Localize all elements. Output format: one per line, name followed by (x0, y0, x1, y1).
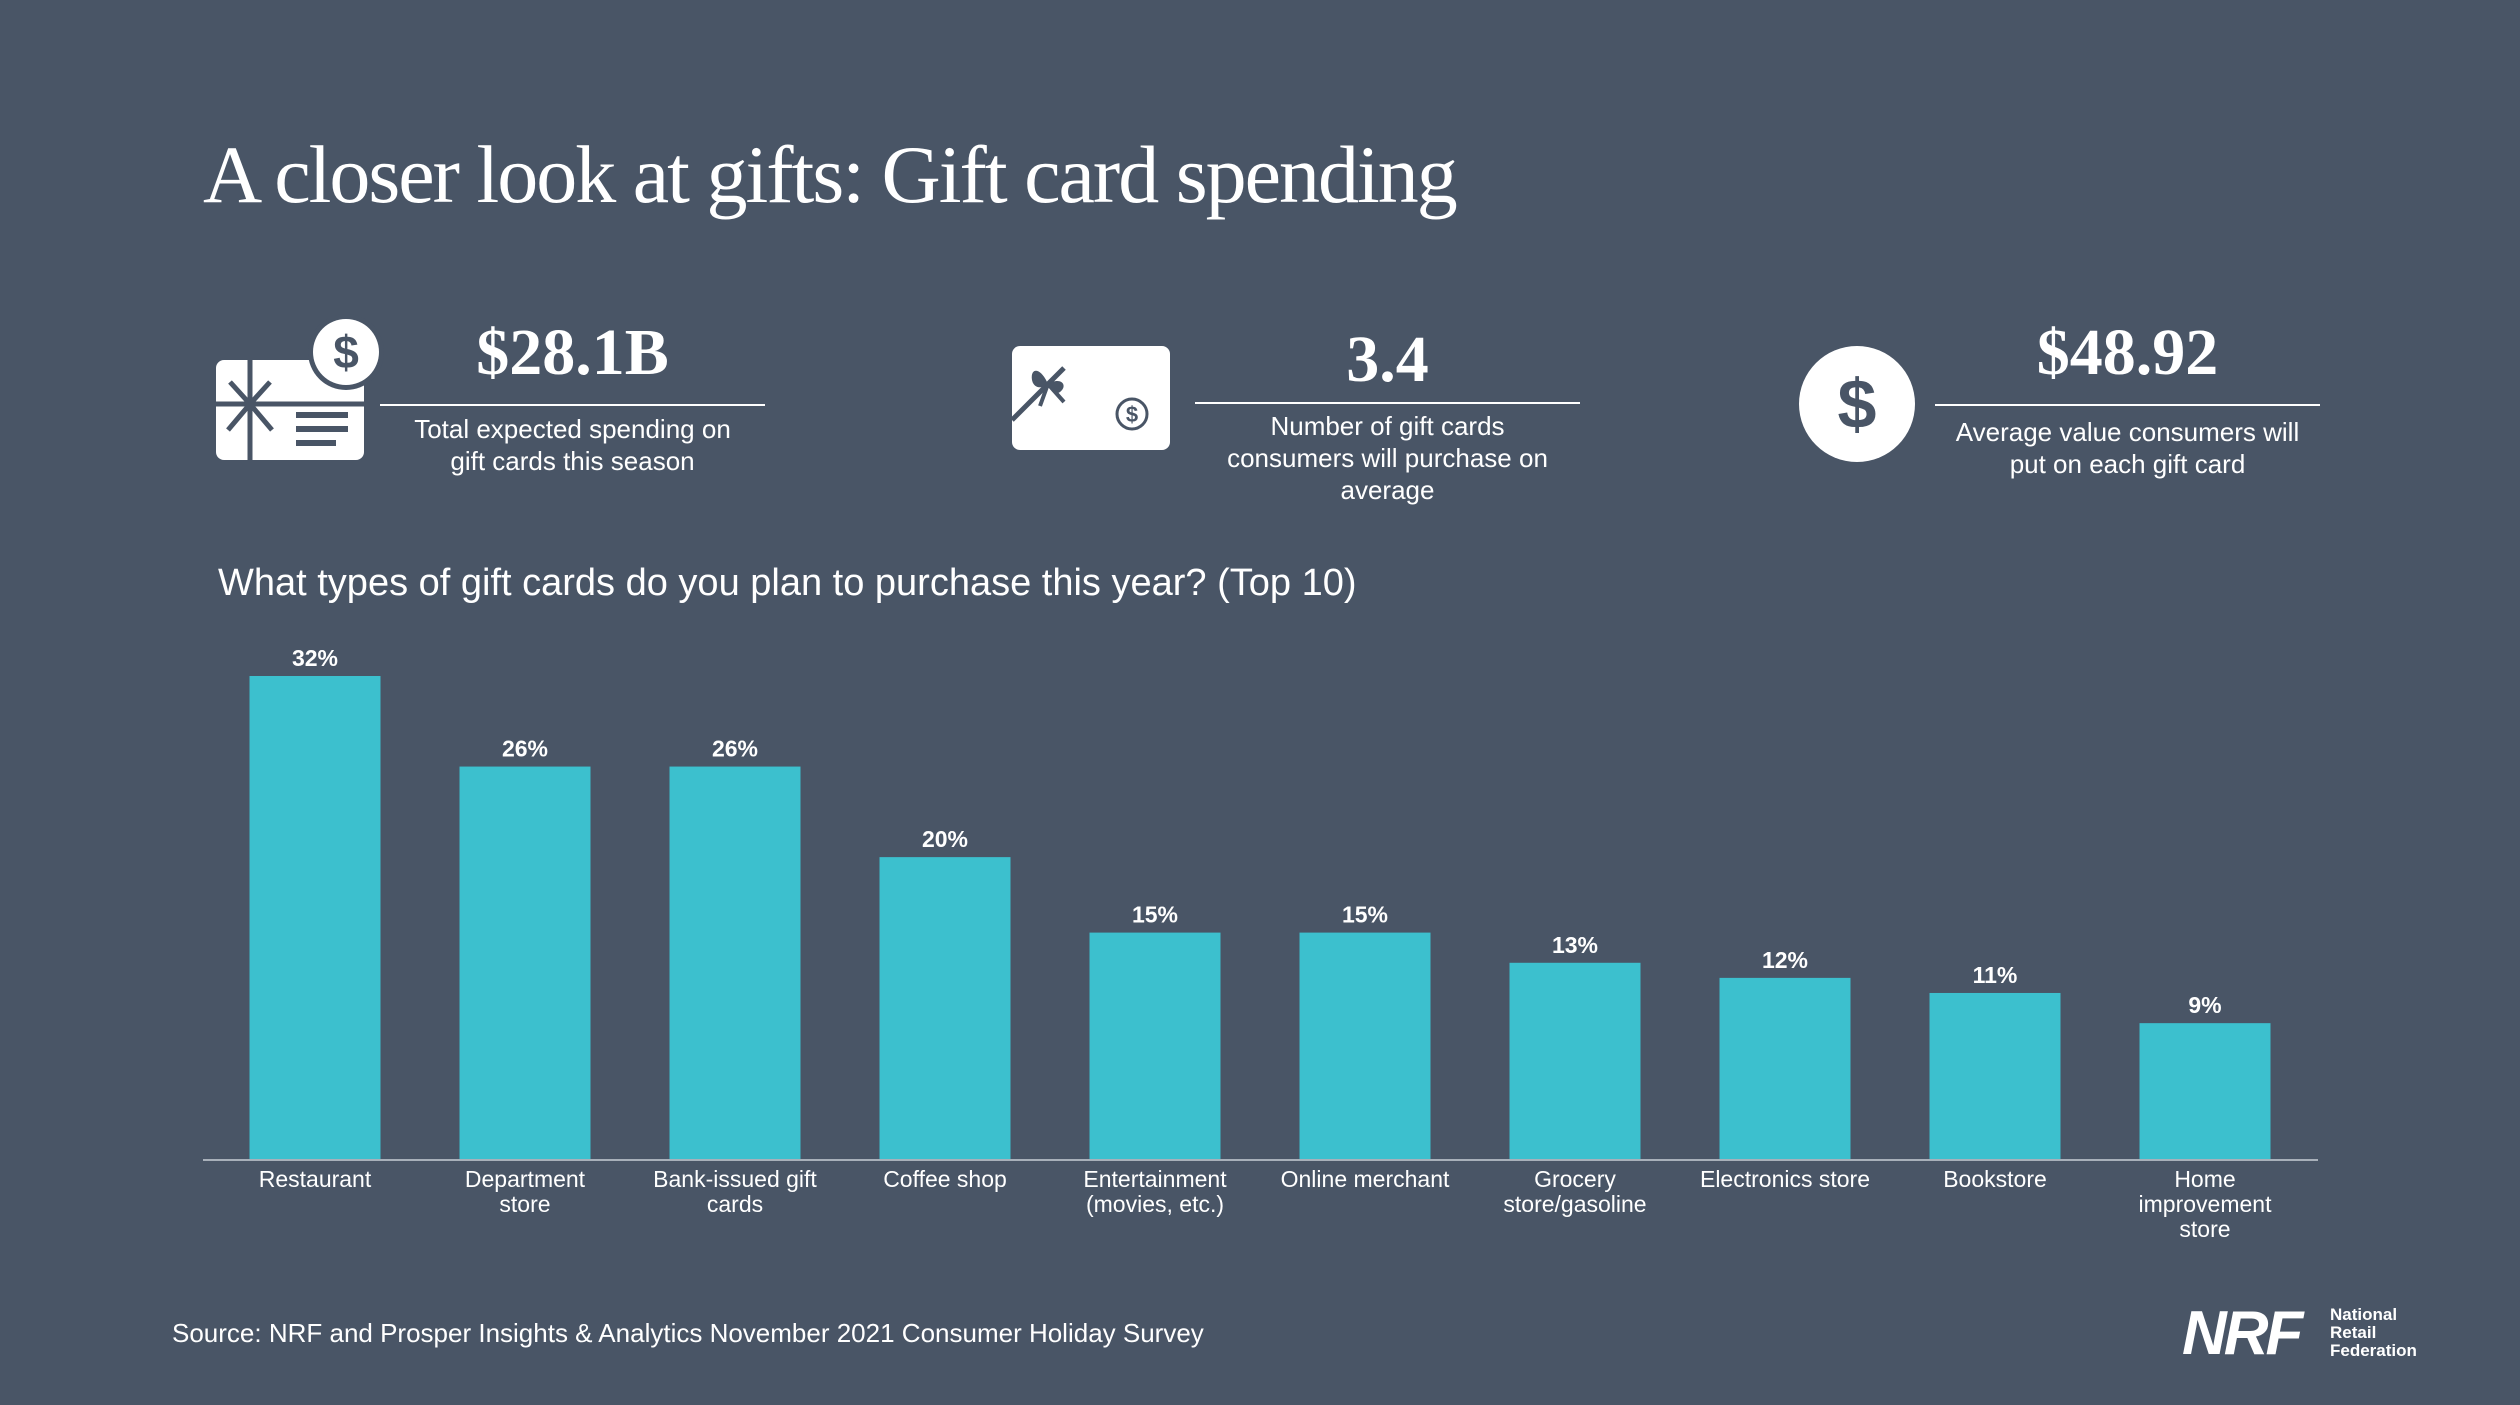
category-label: Bookstore (1943, 1166, 2047, 1192)
stat-divider (1935, 404, 2320, 406)
dollar-circle-icon: $ (1799, 346, 1915, 462)
bar (1299, 932, 1431, 1159)
stat-value-total-spending: $28.1B (476, 316, 669, 389)
bar (669, 766, 801, 1159)
bar (1089, 932, 1221, 1159)
nrf-logo: NRF National Retail Federation (2182, 1300, 2417, 1360)
svg-text:$: $ (1126, 402, 1138, 427)
bar-value-label: 15% (1342, 902, 1388, 928)
category-label: Coffee shop (883, 1166, 1007, 1192)
bar-value-label: 9% (2188, 992, 2221, 1018)
stat-value-cards-per-consumer: 3.4 (1346, 323, 1429, 396)
bar (459, 766, 591, 1159)
bar (1509, 962, 1641, 1159)
category-label: Online merchant (1281, 1166, 1450, 1192)
svg-text:NRF: NRF (2182, 1300, 2306, 1360)
svg-text:National: National (2330, 1305, 2397, 1324)
bar (879, 857, 1011, 1159)
category-label: Restaurant (259, 1166, 372, 1192)
bar (1929, 992, 2061, 1159)
bar-value-label: 12% (1762, 947, 1808, 973)
bar-value-label: 26% (712, 736, 758, 762)
stat-description-average-card-value: Average value consumers will put on each… (1955, 417, 2300, 479)
page-title: A closer look at gifts: Gift card spendi… (203, 129, 1458, 220)
stat-divider (1195, 402, 1580, 404)
category-label: Home improvement store (2139, 1166, 2273, 1242)
category-label: Grocery store/gasoline (1503, 1166, 1646, 1217)
gift-card-dollar-icon: $ (216, 314, 384, 460)
stat-description-total-spending: Total expected spending on gift cards th… (414, 414, 731, 476)
stat-divider (380, 404, 765, 406)
stat-description-cards-per-consumer: Number of gift cards consumers will purc… (1227, 411, 1548, 505)
svg-text:Federation: Federation (2330, 1341, 2417, 1360)
bar-value-label: 26% (502, 736, 548, 762)
gift-card-bow-icon: $ (1012, 346, 1170, 450)
bar-value-label: 13% (1552, 932, 1598, 958)
category-label: Bank-issued gift cards (653, 1166, 817, 1217)
svg-text:Retail: Retail (2330, 1323, 2376, 1342)
bar-value-label: 32% (292, 645, 338, 671)
bar (249, 676, 381, 1159)
category-label: Entertainment (movies, etc.) (1083, 1166, 1227, 1217)
chart-title: What types of gift cards do you plan to … (218, 562, 1357, 604)
stat-value-average-card-value: $48.92 (2036, 316, 2219, 389)
svg-text:$: $ (1838, 365, 1877, 443)
bar (2139, 1023, 2271, 1159)
bar-value-label: 20% (922, 826, 968, 852)
bar (1719, 977, 1851, 1159)
source-note: Source: NRF and Prosper Insights & Analy… (172, 1318, 1204, 1348)
category-label: Department store (465, 1166, 586, 1217)
bar-value-label: 15% (1132, 902, 1178, 928)
bar-value-label: 11% (1973, 962, 2018, 988)
svg-text:$: $ (333, 326, 359, 378)
category-label: Electronics store (1700, 1166, 1870, 1192)
